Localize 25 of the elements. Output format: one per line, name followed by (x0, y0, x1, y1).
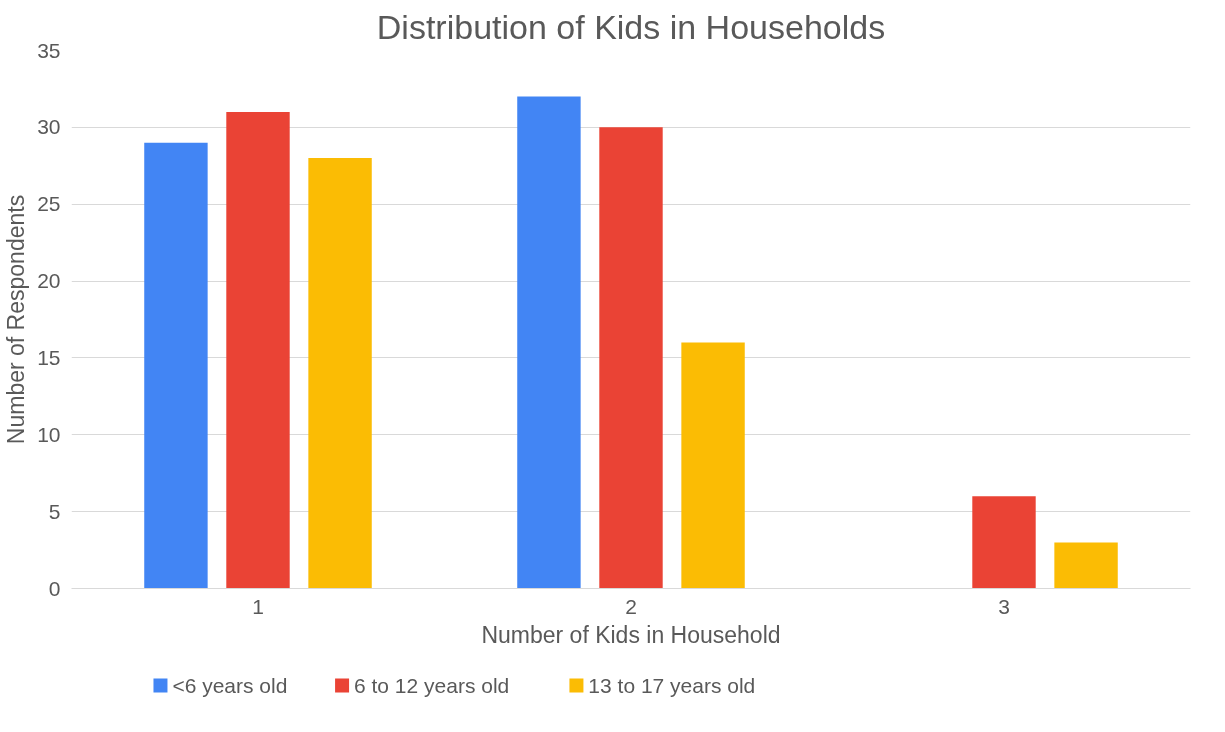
y-tick-label: 0 (48, 576, 61, 600)
y-axis-title: Number of Respondents (3, 194, 30, 445)
y-tick-label: 15 (37, 345, 61, 369)
x-tick-label: 3 (998, 594, 1010, 618)
bar (599, 127, 663, 589)
bar (144, 142, 208, 589)
y-tick-label: 5 (48, 499, 61, 523)
y-tick-label: 25 (37, 192, 61, 216)
y-tick-label: 10 (37, 422, 61, 446)
legend-label: <6 years old (172, 674, 288, 697)
chart-title: Distribution of Kids in Households (376, 7, 886, 46)
y-tick-label: 30 (37, 115, 61, 139)
x-tick-label: 1 (252, 594, 264, 618)
bar (1054, 542, 1118, 589)
x-axis-title: Number of Kids in Household (481, 621, 781, 648)
y-tick-label: 20 (37, 269, 61, 293)
bar (517, 96, 581, 589)
legend-label: 6 to 12 years old (354, 674, 510, 697)
x-tick-label: 2 (625, 594, 637, 618)
bar (226, 111, 290, 589)
y-tick-label: 35 (37, 38, 61, 62)
bar (681, 342, 745, 589)
bar (308, 158, 372, 589)
legend-label: 13 to 17 years old (588, 674, 756, 697)
bar (972, 496, 1036, 589)
